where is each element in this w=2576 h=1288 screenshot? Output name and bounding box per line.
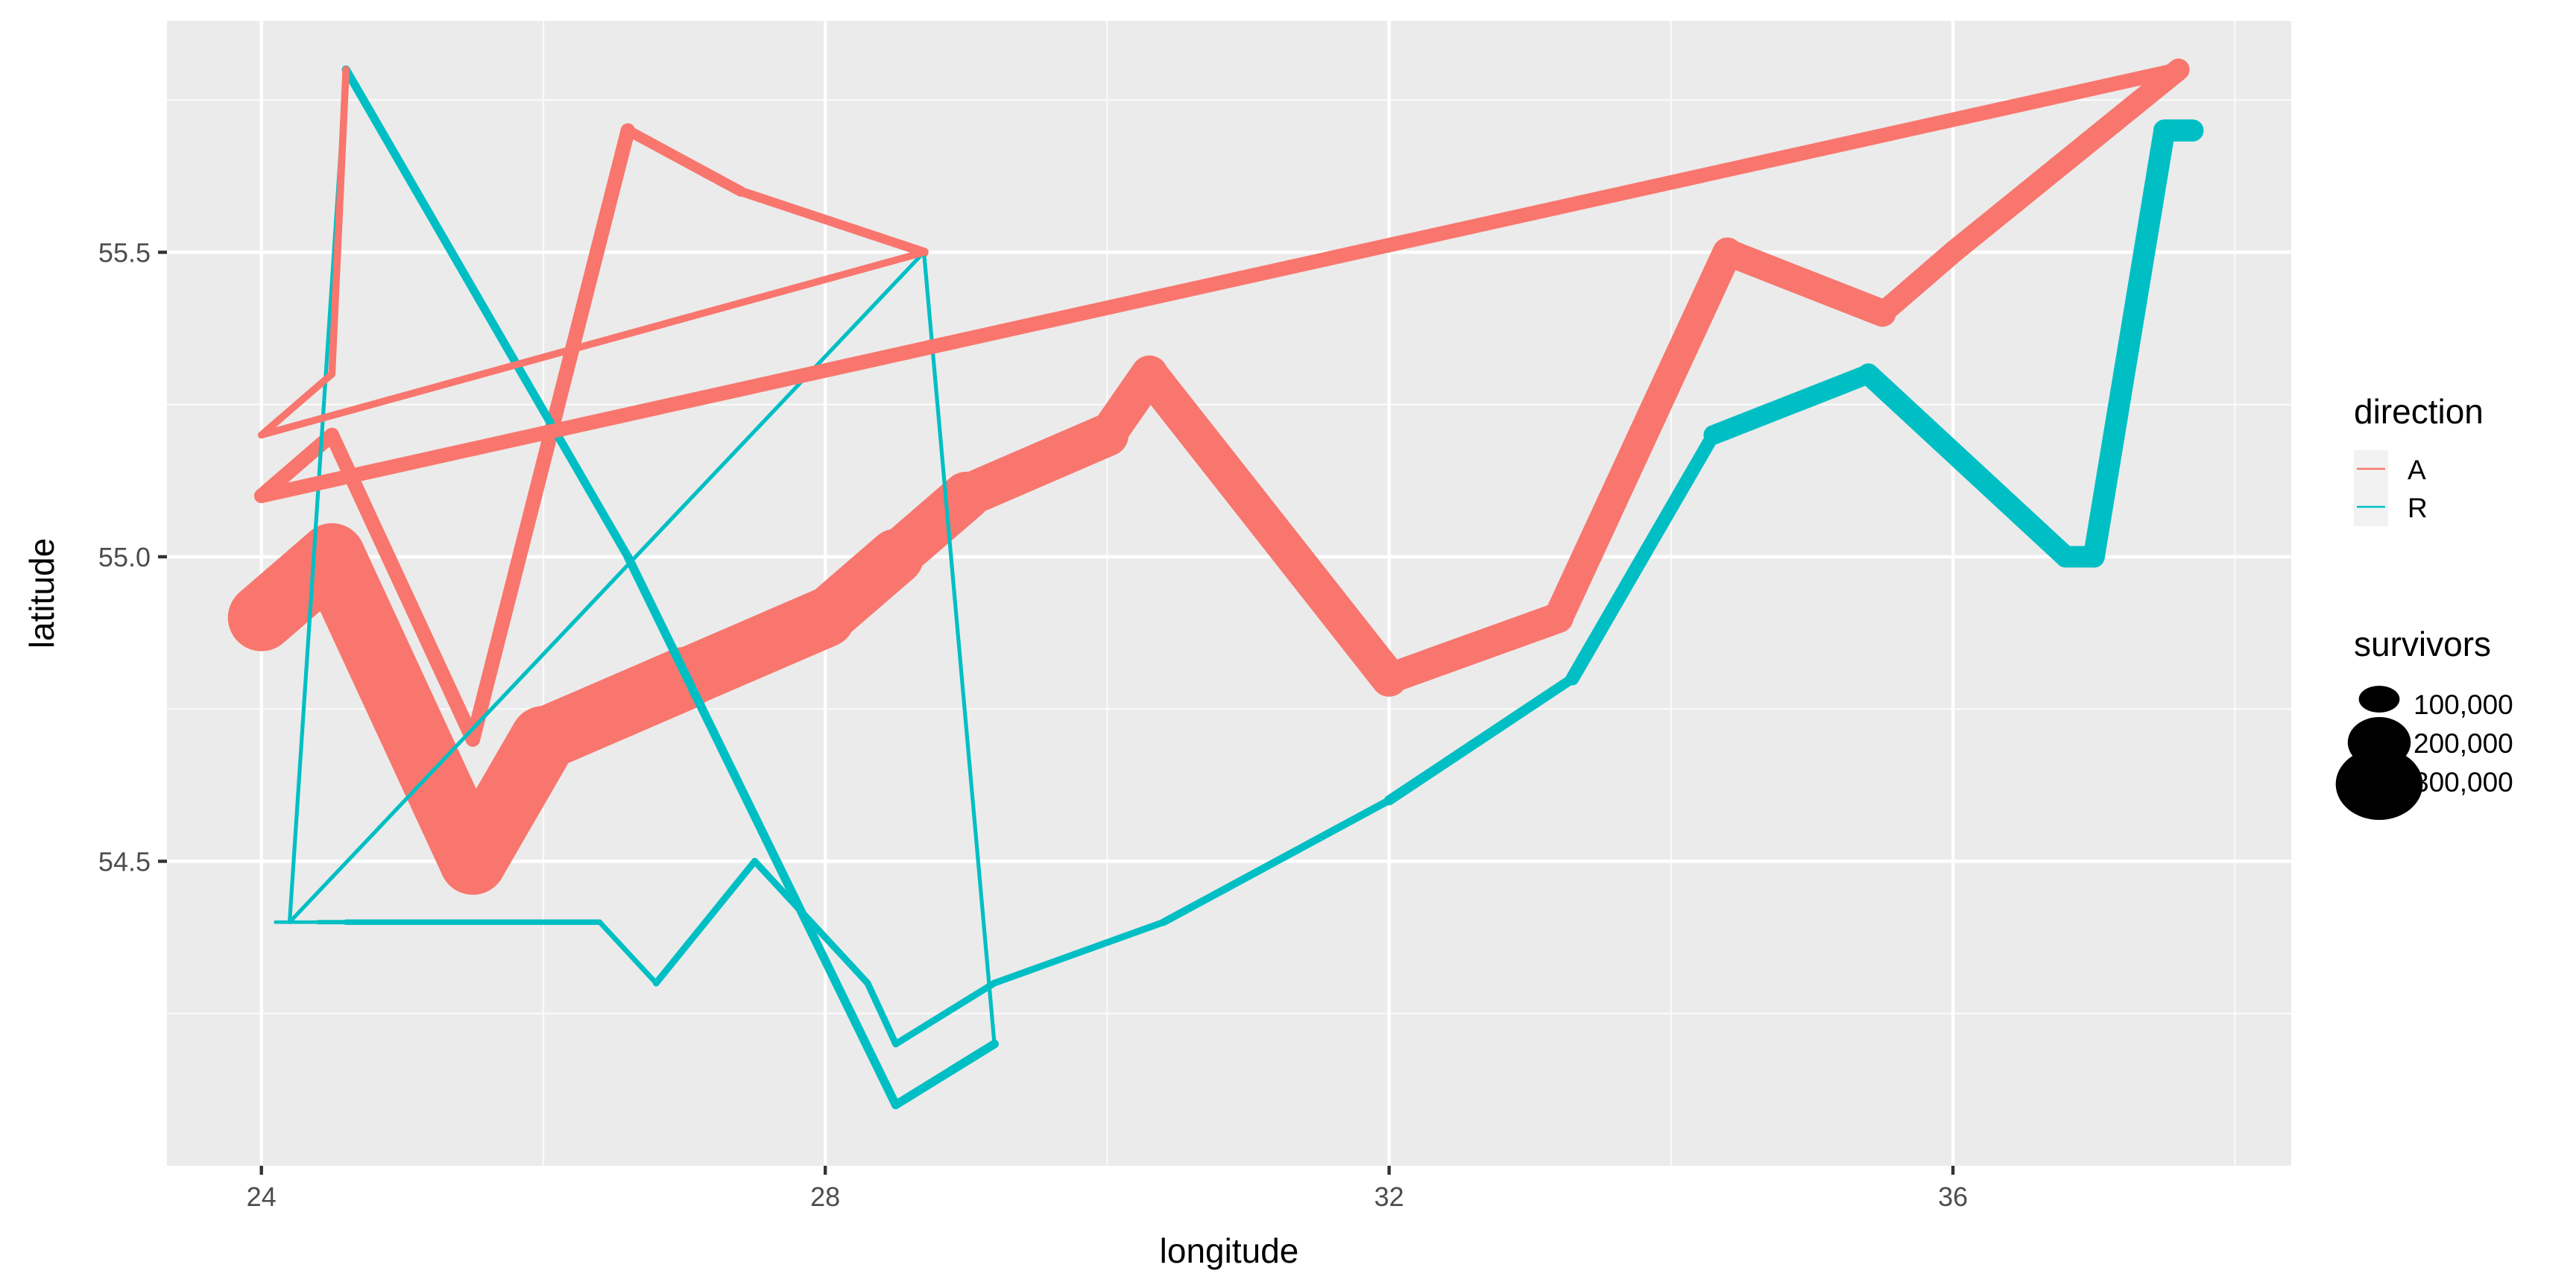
legend-direction-title: direction — [2354, 392, 2484, 431]
legend-size-label-1: 200,000 — [2414, 728, 2513, 759]
series-A-group-1 — [227, 58, 2190, 895]
legend-label-A: A — [2408, 455, 2426, 485]
path-segment — [1714, 239, 1896, 327]
path-segment — [287, 250, 926, 924]
path-segment — [622, 124, 746, 197]
path-segment — [1565, 428, 1720, 686]
y-tick-label: 55.0 — [98, 542, 151, 572]
y-axis-title: latitude — [22, 538, 61, 648]
path-segment — [991, 918, 1167, 987]
y-tick-label: 54.5 — [98, 846, 151, 877]
path-segment — [324, 427, 481, 747]
legend-direction: direction AR — [2354, 392, 2484, 526]
y-axis: 54.5 55.0 55.5 — [98, 237, 167, 877]
x-axis-title: longitude — [1160, 1231, 1299, 1270]
path-segment — [944, 413, 1129, 517]
path-segment — [652, 857, 759, 987]
x-tick-label: 24 — [247, 1181, 277, 1212]
series-A-group-3 — [257, 66, 350, 439]
path-segment — [298, 523, 507, 895]
path-segment — [891, 1039, 999, 1110]
path-segment — [253, 62, 2186, 504]
legend-label-R: R — [2408, 493, 2428, 523]
path-segment — [1131, 356, 1407, 697]
y-tick-label: 55.5 — [98, 237, 151, 268]
path-segment — [1942, 58, 2190, 264]
path-segment — [736, 186, 929, 257]
legend-survivors-title: survivors — [2354, 625, 2491, 663]
path-segment — [892, 979, 998, 1048]
path-segment — [257, 248, 928, 439]
legend-size-label-2: 300,000 — [2414, 767, 2513, 798]
path-segment — [2083, 119, 2176, 568]
path-segment — [1543, 237, 1743, 633]
series-R-group-2 — [341, 65, 999, 1110]
legend-size-label-0: 100,000 — [2414, 689, 2513, 720]
legend-size-key-2 — [2335, 748, 2423, 820]
path-segment — [328, 66, 350, 378]
series-paths — [227, 58, 2204, 1110]
path-segment — [1160, 796, 1393, 926]
path-segment — [1383, 673, 1578, 806]
minor-gridlines — [167, 21, 2291, 1166]
x-tick-label: 36 — [1938, 1181, 1968, 1212]
panel-background — [167, 21, 2291, 1166]
x-tick-label: 28 — [810, 1181, 840, 1212]
path-segment — [1703, 364, 1878, 445]
path-segment — [864, 979, 900, 1048]
path-segment — [1871, 241, 1964, 325]
path-segment — [1374, 602, 1574, 694]
path-segment — [341, 65, 632, 561]
x-axis: 24 28 32 36 — [247, 1166, 1968, 1212]
path-segment — [597, 919, 659, 986]
path-segment — [623, 552, 900, 1110]
path-segment — [257, 370, 336, 439]
series-A-group-5 — [253, 62, 2186, 504]
legend-size-key-0 — [2358, 686, 2400, 713]
path-segment — [921, 250, 997, 1046]
path-segment — [1857, 363, 2077, 568]
series-R-group-1 — [274, 119, 2204, 1048]
series-A-group-4 — [257, 248, 928, 439]
legend-survivors: survivors 100,000 200,000 300,000 — [2335, 625, 2513, 820]
x-tick-label: 32 — [1374, 1181, 1404, 1212]
